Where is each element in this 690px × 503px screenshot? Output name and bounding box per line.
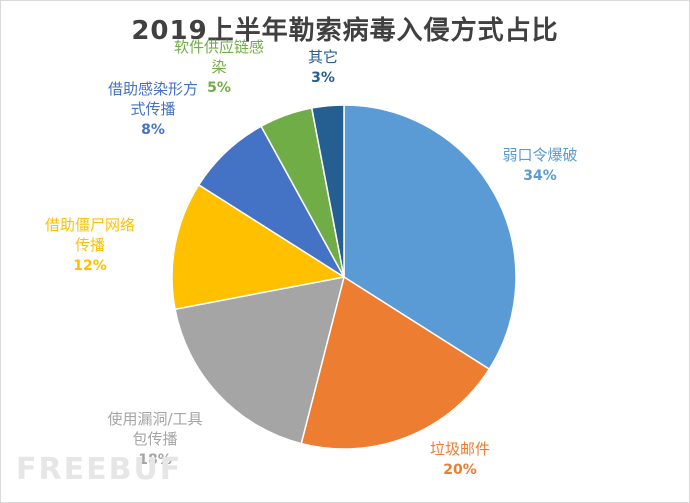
slice-label-2: 垃圾邮件 20% [430,440,490,478]
slice-label-1: 弱口令爆破 34% [502,146,577,184]
slice-label-4: 借助僵尸网络传播 12% [45,216,135,274]
slice-label-5: 借助感染形方式传播 8% [108,80,198,138]
slice-percent-5: 8% [141,122,165,138]
slice-percent-6: 5% [207,80,231,96]
pie-slice-7 [310,104,345,278]
pie-slice-3 [174,276,346,445]
slice-percent-1: 34% [523,168,557,184]
pie-slice-4 [171,183,347,311]
watermark-logo: FREEBUF [16,452,183,487]
slice-percent-7: 3% [311,70,335,86]
slice-label-7: 其它 3% [308,48,338,86]
slice-label-6: 软件供应链感染 5% [174,38,264,96]
slice-percent-3: 18% [138,452,172,468]
chart-title: 2019上半年勒索病毒入侵方式占比 [131,16,559,46]
slice-percent-2: 20% [443,462,477,478]
slice-percent-4: 12% [73,258,107,274]
slice-label-3: 使用漏洞/工具包传播 18% [107,410,202,468]
pie-slice-2 [300,275,491,450]
pie-slice-1 [343,104,517,371]
